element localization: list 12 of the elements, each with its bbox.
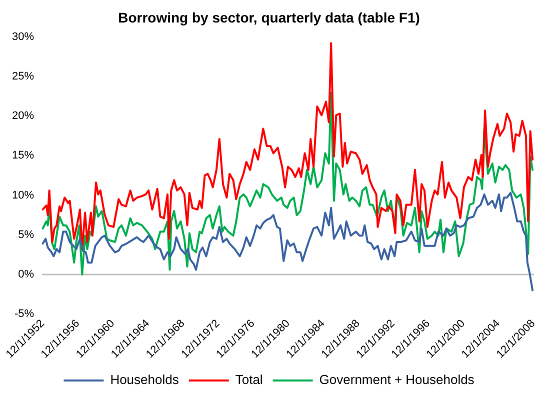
y-tick-label: 5% <box>18 228 34 241</box>
y-tick-label: 0% <box>18 268 34 280</box>
legend-label: Government + Households <box>319 372 475 388</box>
legend-label: Households <box>110 372 180 388</box>
y-tick-label: 15% <box>12 150 34 162</box>
y-tick-label: 25% <box>12 70 34 82</box>
chart-title: Borrowing by sector, quarterly data (table F1) <box>118 9 420 26</box>
legend-label: Total <box>235 372 263 388</box>
y-tick-label: -5% <box>14 308 34 320</box>
y-tick-label: 20% <box>12 110 34 122</box>
y-tick-label: 30% <box>12 30 34 43</box>
y-tick-label: 10% <box>12 189 34 202</box>
